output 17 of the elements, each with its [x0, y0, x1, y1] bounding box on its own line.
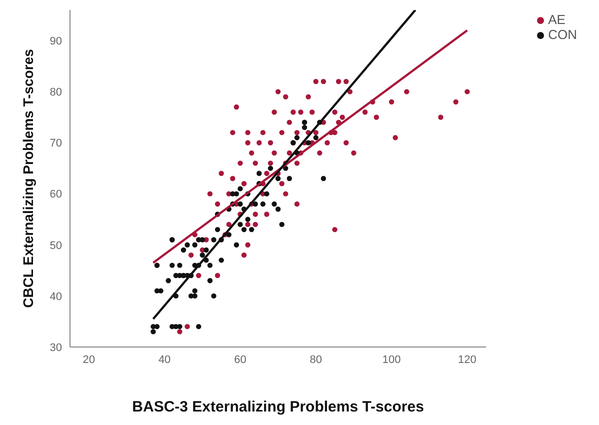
x-tick-label: 60 — [234, 354, 246, 366]
legend-label: CON — [548, 27, 577, 42]
y-tick-label: 80 — [50, 86, 62, 99]
x-axis-title: BASC-3 Externalizing Problems T-scores — [132, 398, 424, 416]
y-tick-label: 60 — [50, 188, 62, 201]
x-tick-label: 80 — [310, 354, 322, 366]
x-tick-label: 120 — [458, 354, 476, 366]
y-tick-label: 40 — [50, 290, 62, 303]
y-tick-label: 70 — [50, 138, 62, 150]
y-tick-label: 90 — [50, 36, 62, 48]
y-axis-title: CBCL Externalizing Problems T-scores — [20, 48, 36, 308]
x-tick-label: 20 — [82, 354, 96, 366]
x-tick-label: 40 — [158, 354, 171, 366]
x-tick-label: 100 — [382, 354, 401, 366]
y-tick-label: 50 — [50, 240, 62, 252]
legend-label: AE — [548, 12, 566, 27]
y-tick-label: 30 — [50, 342, 62, 354]
